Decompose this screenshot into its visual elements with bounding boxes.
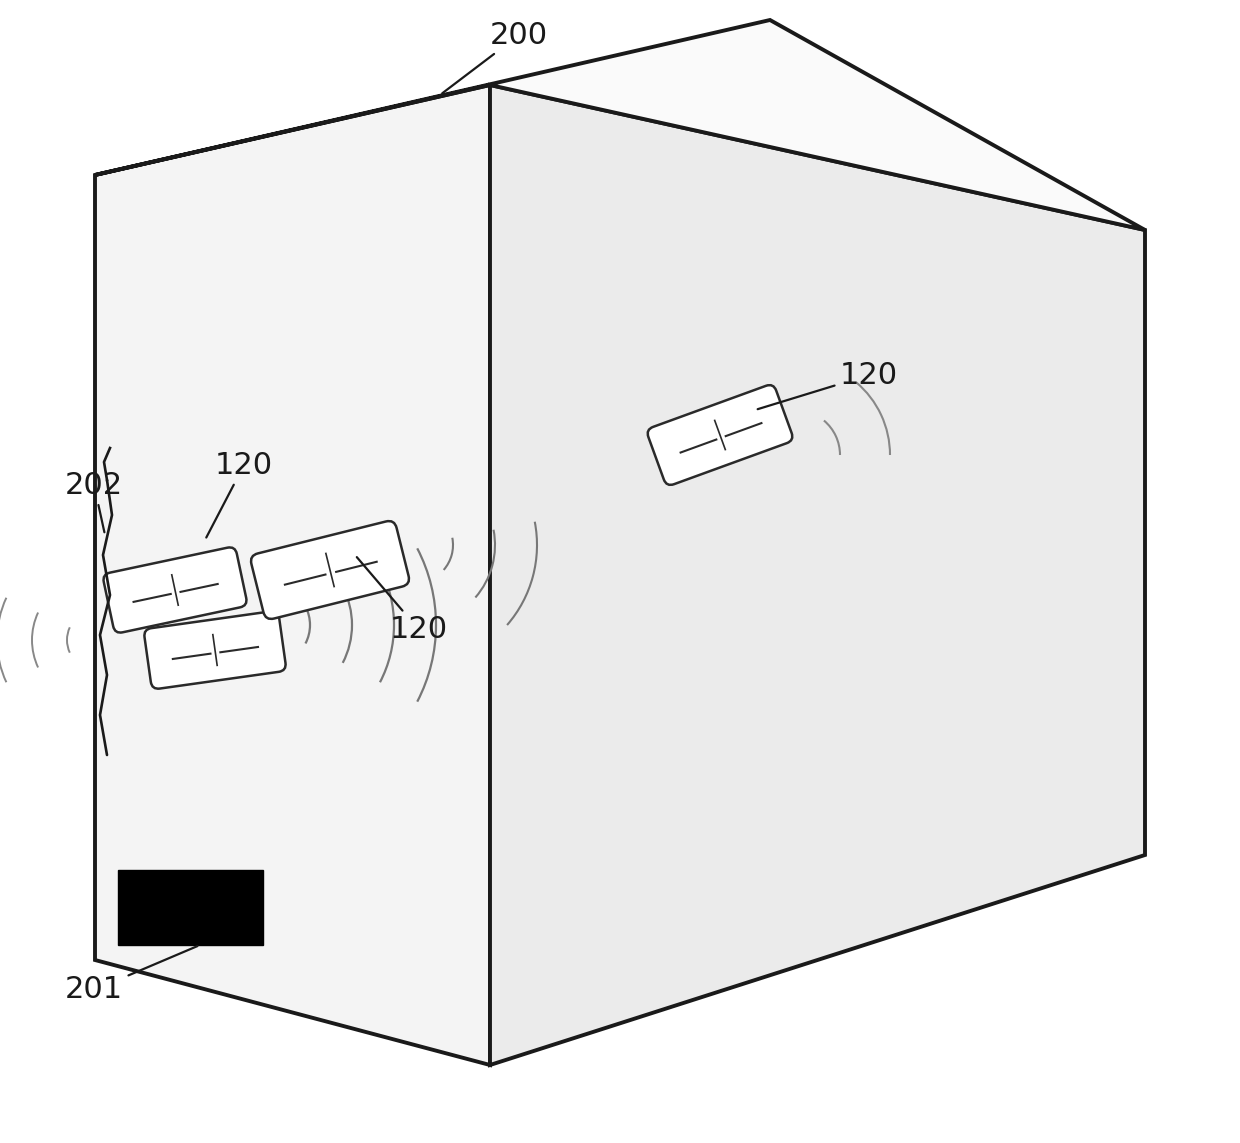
FancyBboxPatch shape — [250, 521, 409, 620]
Text: 201: 201 — [64, 946, 197, 1005]
Text: 120: 120 — [206, 450, 273, 537]
Polygon shape — [95, 19, 1145, 230]
FancyBboxPatch shape — [647, 385, 792, 485]
FancyBboxPatch shape — [144, 612, 285, 689]
Text: 200: 200 — [443, 21, 548, 94]
Bar — [118, 870, 263, 945]
Polygon shape — [95, 85, 490, 1065]
Text: 120: 120 — [357, 557, 448, 645]
FancyBboxPatch shape — [103, 547, 247, 632]
Polygon shape — [490, 85, 1145, 1065]
Text: 120: 120 — [758, 360, 898, 409]
Text: 202: 202 — [64, 471, 123, 533]
